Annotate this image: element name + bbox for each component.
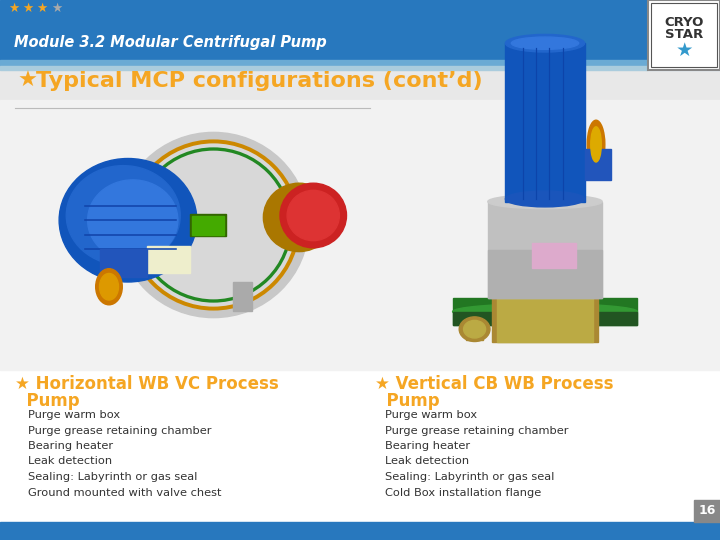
Text: ★: ★ <box>37 2 48 15</box>
Text: ★: ★ <box>51 2 63 15</box>
Text: STAR: STAR <box>665 28 703 40</box>
Bar <box>0 100 720 370</box>
Text: Sealing: Labyrinth or gas seal: Sealing: Labyrinth or gas seal <box>28 472 197 482</box>
Text: ★ Horizontal WB VC Process: ★ Horizontal WB VC Process <box>15 375 279 393</box>
Bar <box>0 62 720 100</box>
Ellipse shape <box>588 120 605 168</box>
Text: ★: ★ <box>675 40 693 59</box>
Bar <box>99 249 147 277</box>
Ellipse shape <box>459 317 490 341</box>
Ellipse shape <box>128 140 299 309</box>
Bar <box>651 3 717 67</box>
Text: Purge grease retaining chamber: Purge grease retaining chamber <box>385 426 569 435</box>
Text: Sealing: Labyrinth or gas seal: Sealing: Labyrinth or gas seal <box>385 472 554 482</box>
Ellipse shape <box>119 132 308 318</box>
Text: ★ Vertical CB WB Process: ★ Vertical CB WB Process <box>375 375 613 393</box>
Bar <box>466 324 483 340</box>
Text: Pump: Pump <box>15 392 80 410</box>
Bar <box>505 43 585 201</box>
Bar <box>0 60 720 66</box>
Text: ★: ★ <box>22 2 34 15</box>
Bar <box>147 246 190 273</box>
Bar <box>648 0 720 70</box>
Ellipse shape <box>511 37 579 49</box>
Text: Leak detection: Leak detection <box>28 456 112 467</box>
Bar <box>453 299 637 325</box>
Text: Purge warm box: Purge warm box <box>385 410 477 420</box>
Bar <box>694 500 720 522</box>
Text: Bearing heater: Bearing heater <box>28 441 113 451</box>
Ellipse shape <box>59 159 197 282</box>
Text: Typical MCP configurations (cont’d): Typical MCP configurations (cont’d) <box>36 71 482 91</box>
Bar <box>497 299 593 342</box>
Bar <box>453 312 637 325</box>
Ellipse shape <box>464 320 485 338</box>
Text: ★: ★ <box>18 71 38 91</box>
Bar <box>585 149 611 180</box>
Bar <box>233 282 251 310</box>
Text: Purge grease retaining chamber: Purge grease retaining chamber <box>28 426 212 435</box>
Text: 16: 16 <box>698 504 716 517</box>
Ellipse shape <box>88 180 178 261</box>
Bar <box>192 215 224 234</box>
Ellipse shape <box>280 183 346 248</box>
Ellipse shape <box>488 194 602 208</box>
Ellipse shape <box>96 269 122 305</box>
Text: ★: ★ <box>9 2 19 15</box>
Ellipse shape <box>287 190 339 241</box>
Ellipse shape <box>66 166 180 265</box>
Bar <box>488 201 602 299</box>
Bar <box>0 66 720 70</box>
Ellipse shape <box>264 183 335 252</box>
Bar <box>492 294 598 342</box>
Ellipse shape <box>492 292 598 305</box>
Text: CRYO: CRYO <box>665 16 703 29</box>
Ellipse shape <box>453 303 637 320</box>
Bar <box>0 522 720 540</box>
Text: Pump: Pump <box>375 392 440 410</box>
Ellipse shape <box>99 273 119 300</box>
Text: Ground mounted with valve chest: Ground mounted with valve chest <box>28 488 222 497</box>
Ellipse shape <box>505 35 585 52</box>
Bar <box>0 0 720 60</box>
Text: Module 3.2 Modular Centrifugal Pump: Module 3.2 Modular Centrifugal Pump <box>14 36 327 51</box>
Text: Bearing heater: Bearing heater <box>385 441 470 451</box>
Bar <box>190 214 226 237</box>
Text: Leak detection: Leak detection <box>385 456 469 467</box>
Bar <box>488 250 602 299</box>
Text: Purge warm box: Purge warm box <box>28 410 120 420</box>
Text: Cold Box installation flange: Cold Box installation flange <box>385 488 541 497</box>
Ellipse shape <box>590 127 601 162</box>
Bar <box>648 0 720 70</box>
Bar <box>532 243 576 268</box>
Ellipse shape <box>505 191 585 207</box>
